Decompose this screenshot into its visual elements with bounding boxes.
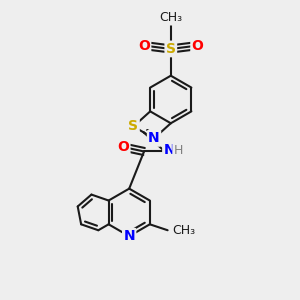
Text: O: O (192, 39, 203, 53)
Text: H: H (173, 143, 183, 157)
Text: O: O (138, 39, 150, 53)
Text: O: O (117, 140, 129, 154)
Text: N: N (148, 131, 160, 146)
Text: N: N (123, 229, 135, 243)
Text: S: S (166, 42, 176, 56)
Text: CH₃: CH₃ (159, 11, 182, 24)
Text: S: S (128, 119, 138, 134)
Text: N: N (164, 143, 175, 157)
Text: CH₃: CH₃ (172, 224, 195, 237)
